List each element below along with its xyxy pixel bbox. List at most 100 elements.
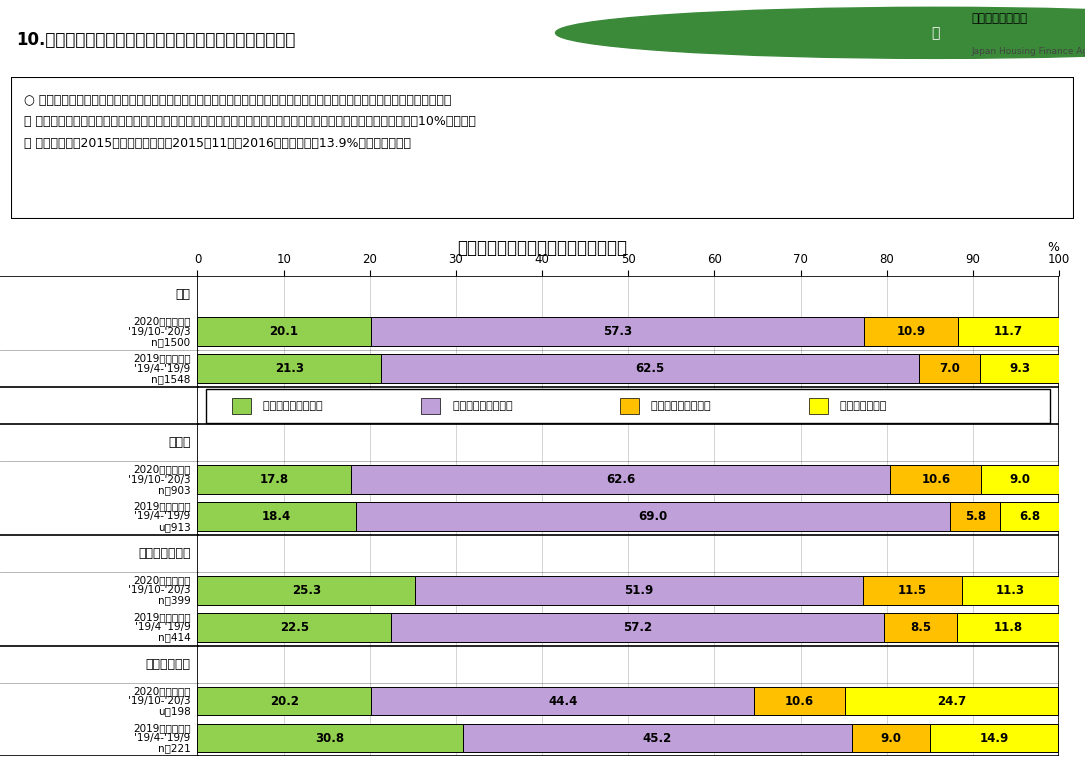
- Text: 69.0: 69.0: [639, 510, 668, 523]
- Text: 62.6: 62.6: [605, 473, 635, 486]
- FancyBboxPatch shape: [197, 687, 371, 716]
- Text: n＝903: n＝903: [158, 485, 191, 495]
- Text: 62.5: 62.5: [636, 362, 665, 376]
- FancyBboxPatch shape: [463, 723, 852, 753]
- FancyBboxPatch shape: [197, 613, 392, 641]
- FancyBboxPatch shape: [381, 354, 919, 383]
- Text: 45.2: 45.2: [643, 731, 672, 744]
- Text: 21.3: 21.3: [275, 362, 304, 376]
- Text: '19/4-'19/9: '19/4-'19/9: [135, 733, 191, 743]
- FancyBboxPatch shape: [865, 317, 958, 346]
- FancyBboxPatch shape: [392, 613, 884, 641]
- Text: 11.5: 11.5: [897, 584, 927, 597]
- Text: 全体: 全体: [176, 289, 191, 302]
- Text: 2020年５月調査: 2020年５月調査: [133, 575, 191, 585]
- FancyBboxPatch shape: [197, 502, 356, 531]
- Text: 44.4: 44.4: [548, 694, 577, 707]
- Text: u＝913: u＝913: [157, 521, 191, 531]
- Text: n＝414: n＝414: [157, 633, 191, 643]
- FancyBboxPatch shape: [1000, 502, 1059, 531]
- Text: 2019年度第１回: 2019年度第１回: [133, 353, 191, 363]
- Text: 57.2: 57.2: [623, 621, 652, 634]
- FancyBboxPatch shape: [957, 613, 1059, 641]
- Text: n＝221: n＝221: [157, 743, 191, 753]
- Text: 現状よりも上昇する: 現状よりも上昇する: [256, 401, 322, 411]
- FancyBboxPatch shape: [809, 398, 828, 414]
- FancyBboxPatch shape: [197, 723, 463, 753]
- Text: '19/4-'19/9: '19/4-'19/9: [135, 364, 191, 374]
- FancyBboxPatch shape: [371, 317, 865, 346]
- Text: 25.3: 25.3: [292, 584, 321, 597]
- FancyBboxPatch shape: [11, 77, 1074, 219]
- Text: 10.　今後１年間の住宅ローン金利見通し（金利タイプ別）: 10. 今後１年間の住宅ローン金利見通し（金利タイプ別）: [16, 31, 295, 49]
- FancyBboxPatch shape: [890, 465, 982, 494]
- Text: 57.3: 57.3: [603, 326, 631, 339]
- FancyBboxPatch shape: [371, 687, 754, 716]
- FancyBboxPatch shape: [197, 465, 350, 494]
- Text: n＝1548: n＝1548: [151, 374, 191, 384]
- Text: 2019年度第１回: 2019年度第１回: [133, 612, 191, 622]
- Text: n＝399: n＝399: [157, 596, 191, 606]
- FancyBboxPatch shape: [232, 398, 251, 414]
- FancyBboxPatch shape: [754, 687, 845, 716]
- Text: 2019年度第１回: 2019年度第１回: [133, 502, 191, 511]
- FancyBboxPatch shape: [845, 687, 1058, 716]
- FancyBboxPatch shape: [980, 354, 1060, 383]
- Text: 10.6: 10.6: [921, 473, 950, 486]
- Text: 17.8: 17.8: [259, 473, 289, 486]
- Text: 今後１年間の住宅ローンの金利見通し: 今後１年間の住宅ローンの金利見通し: [458, 239, 627, 257]
- Text: '19/10-'20/3: '19/10-'20/3: [128, 585, 191, 595]
- FancyBboxPatch shape: [350, 465, 890, 494]
- Text: 18.4: 18.4: [263, 510, 292, 523]
- FancyBboxPatch shape: [863, 576, 961, 604]
- FancyBboxPatch shape: [919, 354, 980, 383]
- FancyBboxPatch shape: [197, 576, 416, 604]
- Circle shape: [556, 7, 1085, 58]
- Text: 現状よりも低下する: 現状よりも低下する: [643, 401, 711, 411]
- Text: %: %: [1047, 241, 1059, 254]
- FancyBboxPatch shape: [982, 465, 1059, 494]
- Text: 2020年５月調査: 2020年５月調査: [133, 464, 191, 474]
- Text: 住宅金融支援機構: 住宅金融支援機構: [971, 12, 1027, 25]
- Text: 見当がつかない: 見当がつかない: [833, 401, 886, 411]
- Text: '19/4 '19/9: '19/4 '19/9: [135, 622, 191, 632]
- Text: 9.0: 9.0: [880, 731, 902, 744]
- Text: '19/10-'20/3: '19/10-'20/3: [128, 696, 191, 706]
- Text: 20.2: 20.2: [270, 694, 299, 707]
- Text: 7.0: 7.0: [940, 362, 960, 376]
- Text: 20.1: 20.1: [269, 326, 298, 339]
- Text: 全期間固定型: 全期間固定型: [145, 657, 191, 670]
- FancyBboxPatch shape: [416, 576, 863, 604]
- Text: 6.8: 6.8: [1019, 510, 1041, 523]
- Text: 9.0: 9.0: [1010, 473, 1031, 486]
- Text: 30.8: 30.8: [316, 731, 345, 744]
- FancyBboxPatch shape: [620, 398, 639, 414]
- Text: 11.8: 11.8: [994, 621, 1023, 634]
- FancyBboxPatch shape: [958, 317, 1059, 346]
- Text: 固定期間選択型: 固定期間選択型: [138, 547, 191, 560]
- Text: 24.7: 24.7: [937, 694, 967, 707]
- Text: ほとんど変わらない: ほとんど変わらない: [446, 401, 512, 411]
- Text: 11.7: 11.7: [994, 326, 1023, 339]
- Text: 8.5: 8.5: [910, 621, 931, 634]
- Text: 変動型: 変動型: [168, 436, 191, 449]
- FancyBboxPatch shape: [206, 389, 1050, 422]
- Text: 10.9: 10.9: [896, 326, 926, 339]
- Text: n＝1500: n＝1500: [152, 337, 191, 347]
- Text: 22.5: 22.5: [280, 621, 309, 634]
- FancyBboxPatch shape: [961, 576, 1059, 604]
- Text: 51.9: 51.9: [624, 584, 653, 597]
- Text: u＝198: u＝198: [157, 707, 191, 717]
- Text: 2019年度第１回: 2019年度第１回: [133, 723, 191, 733]
- FancyBboxPatch shape: [421, 398, 441, 414]
- Text: 14.9: 14.9: [980, 731, 1009, 744]
- Text: 5.8: 5.8: [965, 510, 986, 523]
- FancyBboxPatch shape: [197, 354, 381, 383]
- Text: 住: 住: [931, 26, 940, 40]
- FancyBboxPatch shape: [852, 723, 930, 753]
- Text: ○ 今後１年間の住宅ローン金利見通し（全体）では、前回調査と比べて「現状よりも上昇する」、「ほとんど変わらない」が
　 減少し、「現状よりも低下する」、「見当が: ○ 今後１年間の住宅ローン金利見通し（全体）では、前回調査と比べて「現状よりも上…: [24, 94, 475, 150]
- Text: 2020年５月調査: 2020年５月調査: [133, 686, 191, 696]
- Text: '19/4-'19/9: '19/4-'19/9: [135, 511, 191, 521]
- Text: Japan Housing Finance Agency: Japan Housing Finance Agency: [971, 47, 1085, 55]
- Text: 11.3: 11.3: [996, 584, 1025, 597]
